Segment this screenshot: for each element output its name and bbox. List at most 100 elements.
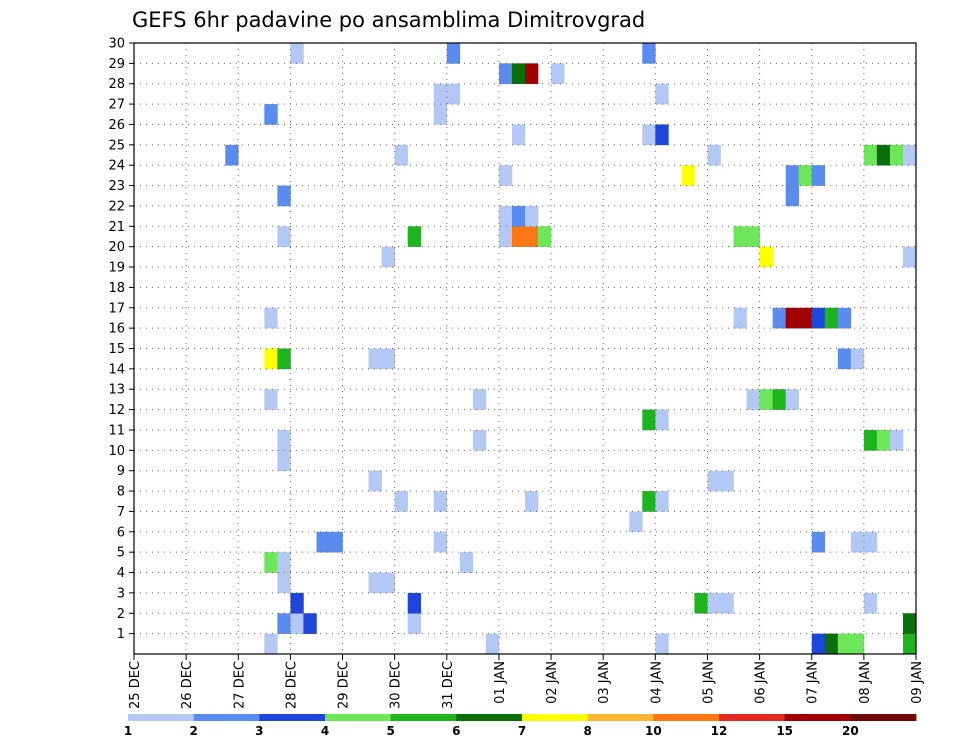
heatmap-cell <box>863 531 878 553</box>
y-tick-label: 17 <box>108 301 125 316</box>
heatmap-cell <box>394 144 408 166</box>
heatmap-cell <box>655 83 669 105</box>
heatmap-cell <box>498 63 513 85</box>
heatmap-cell <box>446 43 461 64</box>
y-tick-label: 16 <box>108 322 125 337</box>
heatmap-cell <box>277 613 291 634</box>
heatmap-cell <box>733 307 747 329</box>
grid-lines <box>134 43 916 654</box>
heatmap-cell <box>902 633 917 655</box>
colorbar-label: 4 <box>321 724 329 738</box>
colorbar-label: 5 <box>386 724 394 738</box>
heatmap-cell <box>681 165 695 186</box>
heatmap-cell <box>655 491 669 512</box>
y-tick-label: 2 <box>117 607 125 622</box>
y-tick-label: 11 <box>108 423 125 438</box>
heatmap-cell <box>707 592 721 614</box>
colorbar-label: 3 <box>255 724 263 738</box>
heatmap-cell <box>264 633 278 655</box>
heatmap-cell <box>472 429 487 451</box>
x-tick-label: 27 DEC <box>232 661 247 709</box>
colorbar-label: 8 <box>583 724 591 738</box>
x-tick-label: 08 JAN <box>858 661 873 704</box>
heatmap-cell <box>798 307 813 329</box>
y-tick-label: 9 <box>117 464 125 479</box>
heatmap-cell <box>902 613 917 634</box>
heatmap-cell <box>837 348 852 370</box>
heatmap-cell <box>303 613 317 634</box>
heatmap-cell <box>798 165 813 186</box>
heatmap-cell <box>863 592 878 614</box>
heatmap-cell <box>511 124 526 146</box>
y-tick-label: 8 <box>117 485 125 500</box>
heatmap-cell <box>407 226 422 247</box>
colorbar: 1 2 3 4 5 6 7 8 10 12 15 20 <box>124 714 917 738</box>
heatmap-cell <box>459 552 474 573</box>
heatmap-cell <box>811 165 826 186</box>
heatmap-cell <box>876 429 891 451</box>
y-tick-label: 22 <box>108 199 125 214</box>
colorbar-segment <box>456 714 523 721</box>
heatmap-cell <box>642 124 656 146</box>
heatmap-cell <box>264 348 278 370</box>
chart-title: GEFS 6hr padavine po ansamblima Dimitrov… <box>132 8 645 32</box>
heatmap-cell <box>472 389 487 410</box>
heatmap-cell <box>694 592 708 614</box>
colorbar-label: 7 <box>518 724 526 738</box>
heatmap-cell <box>707 470 721 492</box>
x-axis-ticks: 25 DEC 26 DEC 27 DEC 28 DEC 29 DEC 30 DEC 31 D… <box>128 654 925 709</box>
heatmap-cell <box>290 43 304 64</box>
y-tick-label: 24 <box>108 159 125 174</box>
heatmap-cell <box>629 511 643 533</box>
heatmap-cell <box>824 633 839 655</box>
heatmap-cell <box>785 307 799 329</box>
y-tick-label: 20 <box>108 240 125 255</box>
x-tick-label: 01 JAN <box>493 661 508 704</box>
heatmap-cell <box>511 63 526 85</box>
y-tick-label: 26 <box>108 118 125 133</box>
heatmap-cell <box>837 307 852 329</box>
colorbar-label: 12 <box>711 724 728 738</box>
heatmap-cell <box>850 348 865 370</box>
x-tick-label: 05 JAN <box>701 661 716 704</box>
colorbar-segment <box>850 714 917 721</box>
heatmap-cell <box>824 307 839 329</box>
colorbar-label: 20 <box>842 724 859 738</box>
heatmap-cells <box>225 43 917 655</box>
y-tick-label: 12 <box>108 403 125 418</box>
y-tick-label: 30 <box>108 37 125 52</box>
heatmap-cell <box>538 226 552 247</box>
colorbar-segment <box>784 714 851 721</box>
heatmap-cell <box>850 633 865 655</box>
heatmap-cell <box>863 144 878 166</box>
x-tick-label: 26 DEC <box>180 661 195 709</box>
heatmap-cell <box>785 165 799 186</box>
colorbar-segment <box>719 714 786 721</box>
heatmap-cell <box>746 389 760 410</box>
heatmap-cell <box>264 552 278 573</box>
heatmap-cell <box>381 246 395 268</box>
heatmap-cell <box>811 531 826 553</box>
heatmap-cell <box>264 104 278 125</box>
y-tick-label: 6 <box>117 525 125 540</box>
x-tick-label: 31 DEC <box>441 661 456 709</box>
heatmap-cell <box>772 389 786 410</box>
heatmap-cell <box>733 226 747 247</box>
heatmap-cell <box>525 205 539 227</box>
colorbar-segment <box>390 714 457 721</box>
y-tick-label: 21 <box>108 220 125 235</box>
x-tick-label: 25 DEC <box>128 661 143 709</box>
heatmap-cell <box>642 409 656 431</box>
x-tick-label: 03 JAN <box>597 661 612 704</box>
colorbar-segment <box>259 714 326 721</box>
heatmap-cell <box>720 592 734 614</box>
y-tick-label: 28 <box>108 77 125 92</box>
heatmap-cell <box>655 124 669 146</box>
heatmap-cell <box>498 205 513 227</box>
heatmap-cell <box>277 552 291 573</box>
y-tick-label: 10 <box>108 444 125 459</box>
colorbar-segment <box>325 714 392 721</box>
heatmap-cell <box>498 165 513 186</box>
colorbar-label: 15 <box>776 724 793 738</box>
